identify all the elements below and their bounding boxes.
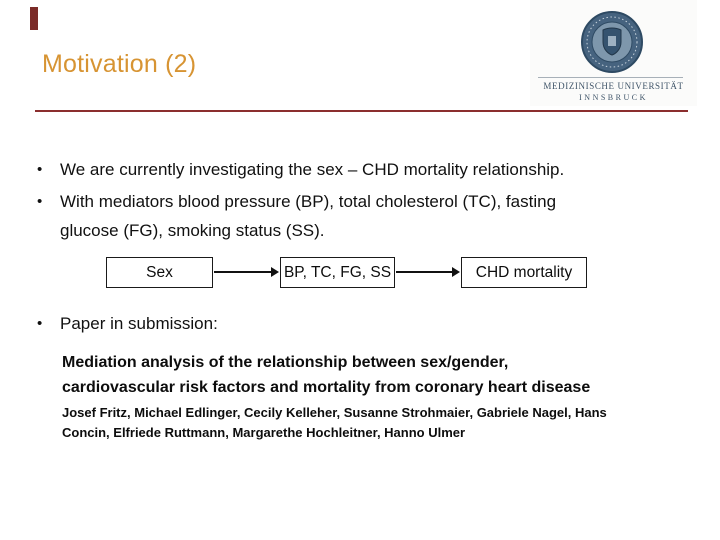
bullet-item-1: • We are currently investigating the sex… xyxy=(35,155,695,184)
paper-title-line-2: cardiovascular risk factors and mortalit… xyxy=(62,379,591,396)
paper-authors: Josef Fritz, Michael Edlinger, Cecily Ke… xyxy=(62,403,682,442)
bullet-text-line-2: glucose (FG), smoking status (SS). xyxy=(60,221,325,240)
authors-line-1: Josef Fritz, Michael Edlinger, Cecily Ke… xyxy=(62,405,607,420)
bullet-text-line-1: With mediators blood pressure (BP), tota… xyxy=(60,192,557,211)
diagram-arrow-2 xyxy=(396,271,453,273)
paper-title-line-1: Mediation analysis of the relationship b… xyxy=(62,354,509,371)
authors-line-2: Concin, Elfriede Ruttmann, Margarethe Ho… xyxy=(62,424,466,440)
diagram-box-mediators: BP, TC, FG, SS xyxy=(280,257,395,288)
logo-institution-city: INNSBRUCK xyxy=(579,93,648,102)
university-seal-icon xyxy=(581,11,643,73)
bullet-text: Paper in submission: xyxy=(60,314,218,333)
bullet-item-2: • With mediators blood pressure (BP), to… xyxy=(35,187,695,245)
diagram-arrowhead-1 xyxy=(271,266,279,277)
bullet-dot: • xyxy=(37,161,43,178)
diagram-arrow-1 xyxy=(214,271,272,273)
bullet-text: We are currently investigating the sex –… xyxy=(60,160,565,179)
slide-title: Motivation (2) xyxy=(42,50,197,78)
diagram-box-chd-mortality: CHD mortality xyxy=(461,257,587,288)
logo-institution-name: MEDIZINISCHE UNIVERSITÄT xyxy=(543,81,684,91)
bullet-dot: • xyxy=(37,315,43,332)
university-logo: MEDIZINISCHE UNIVERSITÄT INNSBRUCK xyxy=(530,0,697,106)
bullet-item-3: • Paper in submission: xyxy=(35,309,695,338)
diagram-arrowhead-2 xyxy=(452,266,460,277)
title-underline-rule xyxy=(35,110,688,112)
logo-divider xyxy=(538,77,683,78)
paper-title: Mediation analysis of the relationship b… xyxy=(62,350,682,400)
accent-bar xyxy=(30,7,38,30)
diagram-box-sex: Sex xyxy=(106,257,213,288)
bullet-dot: • xyxy=(37,193,43,210)
